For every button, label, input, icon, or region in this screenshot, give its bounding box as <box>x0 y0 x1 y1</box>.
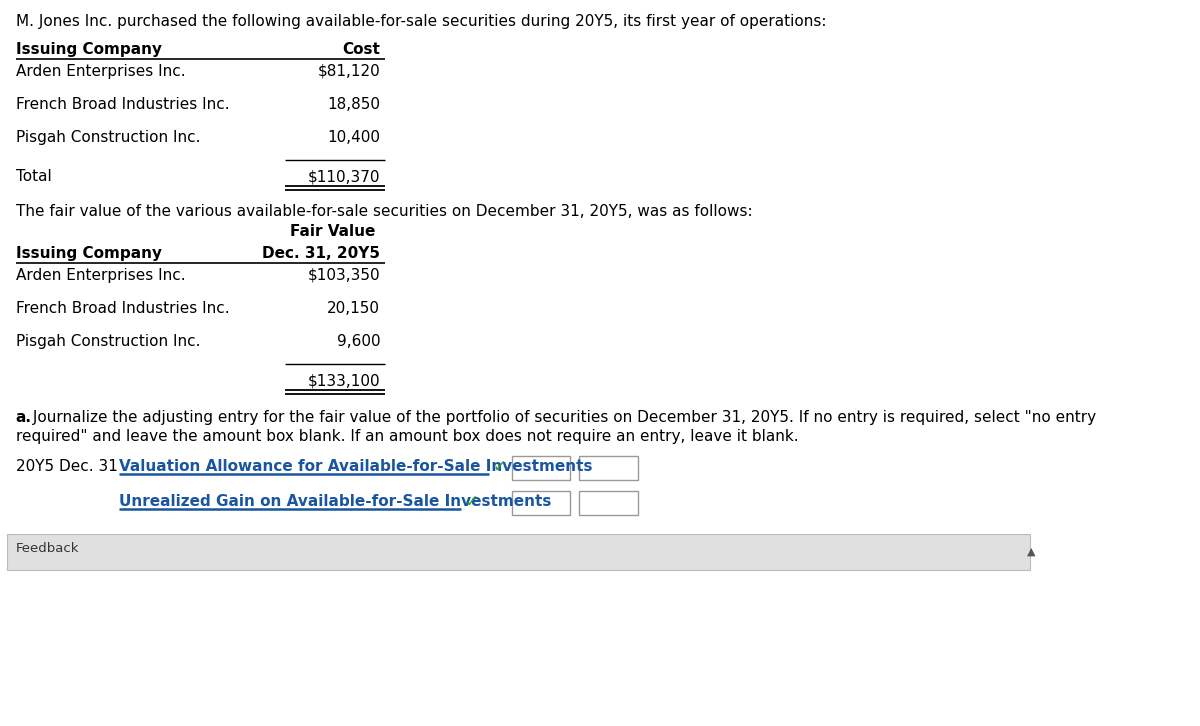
Text: 20Y5 Dec. 31: 20Y5 Dec. 31 <box>16 459 118 474</box>
Text: Cost: Cost <box>342 42 380 57</box>
Text: French Broad Industries Inc.: French Broad Industries Inc. <box>16 97 229 112</box>
Text: Feedback: Feedback <box>16 542 79 555</box>
Text: Valuation Allowance for Available-for-Sale Investments: Valuation Allowance for Available-for-Sa… <box>119 459 593 474</box>
Text: M. Jones Inc. purchased the following available-for-sale securities during 20Y5,: M. Jones Inc. purchased the following av… <box>16 14 826 29</box>
Text: 18,850: 18,850 <box>328 97 380 112</box>
Bar <box>580 456 638 480</box>
Bar <box>7 534 1030 570</box>
Text: Issuing Company: Issuing Company <box>16 246 162 261</box>
Text: $103,350: $103,350 <box>307 268 380 283</box>
Text: $81,120: $81,120 <box>318 64 380 79</box>
Text: French Broad Industries Inc.: French Broad Industries Inc. <box>16 301 229 316</box>
Text: The fair value of the various available-for-sale securities on December 31, 20Y5: The fair value of the various available-… <box>16 204 752 219</box>
Text: ✓: ✓ <box>493 458 506 476</box>
Text: Pisgah Construction Inc.: Pisgah Construction Inc. <box>16 334 200 349</box>
Text: ▲: ▲ <box>1027 547 1036 557</box>
Text: a.: a. <box>16 410 31 425</box>
Text: required" and leave the amount box blank. If an amount box does not require an e: required" and leave the amount box blank… <box>16 429 798 444</box>
Text: Journalize the adjusting entry for the fair value of the portfolio of securities: Journalize the adjusting entry for the f… <box>28 410 1096 425</box>
Text: 9,600: 9,600 <box>337 334 380 349</box>
Text: Issuing Company: Issuing Company <box>16 42 162 57</box>
Text: Arden Enterprises Inc.: Arden Enterprises Inc. <box>16 268 185 283</box>
Bar <box>511 491 570 515</box>
Bar <box>511 456 570 480</box>
Text: ✓: ✓ <box>464 493 479 511</box>
Text: Pisgah Construction Inc.: Pisgah Construction Inc. <box>16 130 200 145</box>
Text: Total: Total <box>16 169 52 184</box>
Text: Dec. 31, 20Y5: Dec. 31, 20Y5 <box>263 246 380 261</box>
Text: Unrealized Gain on Available-for-Sale Investments: Unrealized Gain on Available-for-Sale In… <box>119 494 552 509</box>
Text: Arden Enterprises Inc.: Arden Enterprises Inc. <box>16 64 185 79</box>
Text: 20,150: 20,150 <box>328 301 380 316</box>
Bar <box>580 491 638 515</box>
Text: Fair Value: Fair Value <box>290 224 376 239</box>
Text: 10,400: 10,400 <box>328 130 380 145</box>
Text: $133,100: $133,100 <box>307 373 380 388</box>
Text: $110,370: $110,370 <box>307 169 380 184</box>
